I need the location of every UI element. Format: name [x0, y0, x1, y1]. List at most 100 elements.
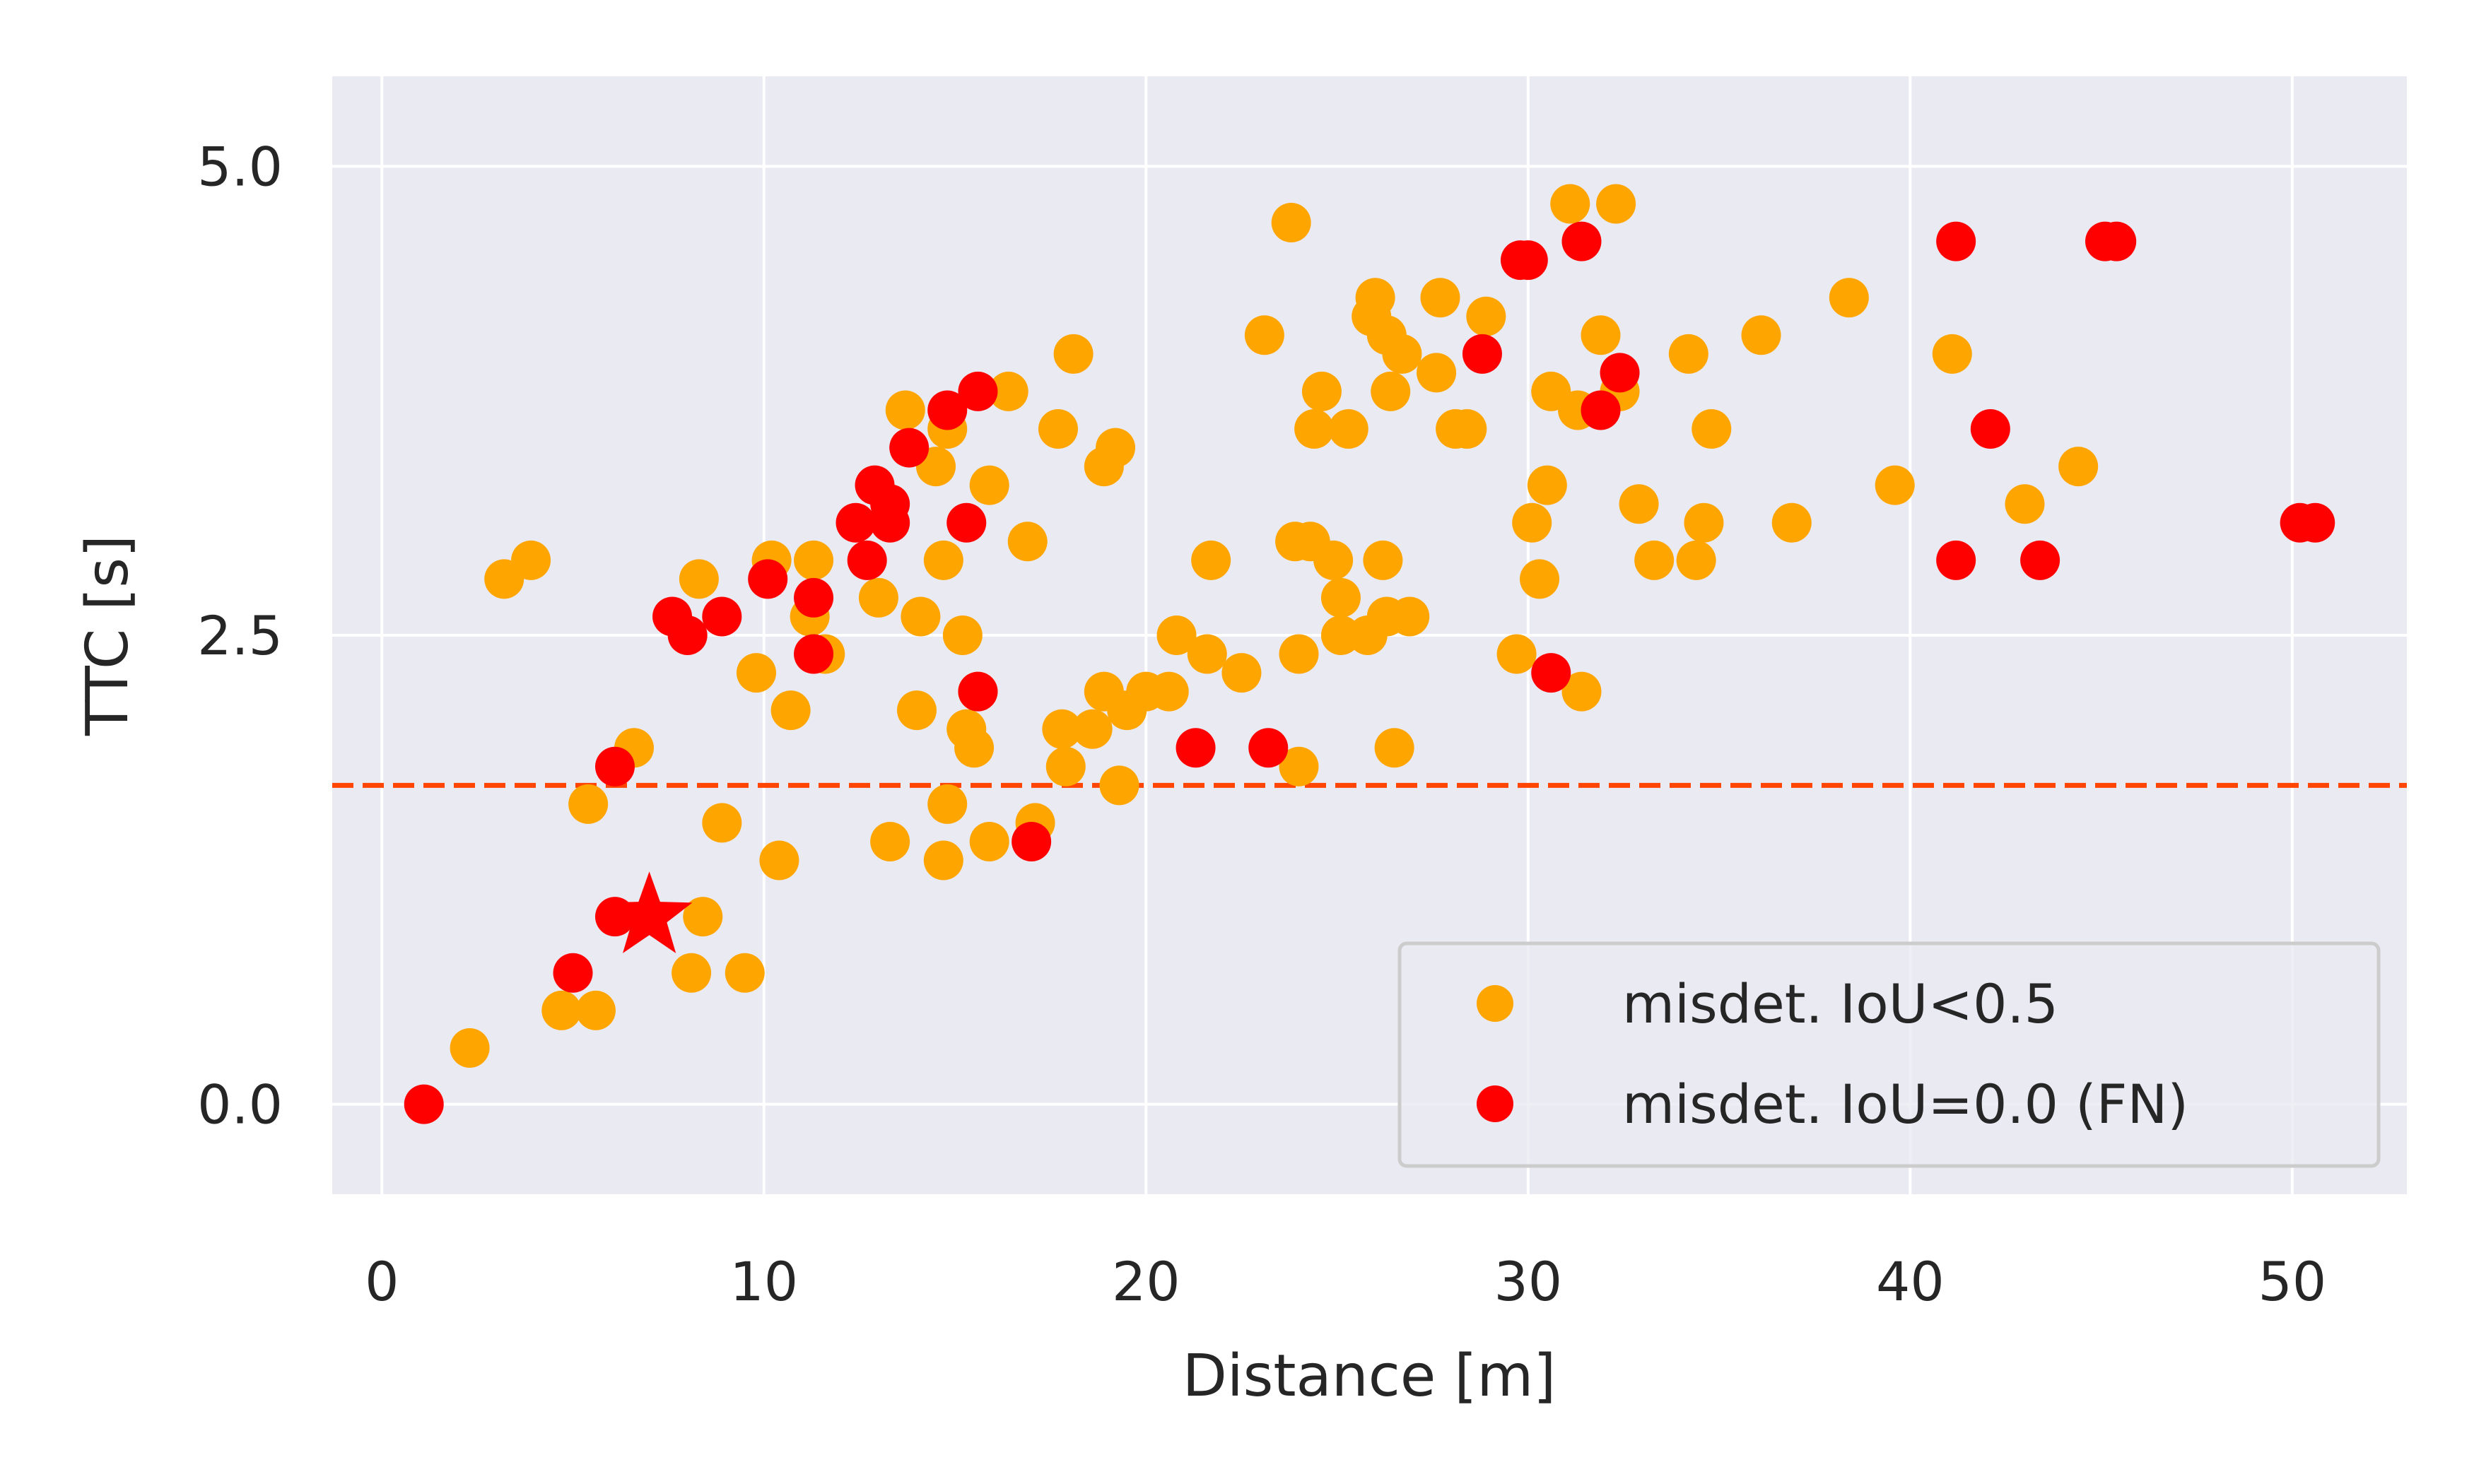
- point-iou-lt-0-5: [725, 953, 765, 993]
- point-iou-lt-0-5: [683, 897, 723, 937]
- point-iou-lt-0-5: [1072, 709, 1113, 749]
- point-iou-lt-0-5: [759, 840, 799, 881]
- point-iou-lt-0-5: [1561, 671, 1602, 712]
- point-iou-eq-0-fn: [1936, 540, 1976, 580]
- point-iou-eq-0-fn: [1531, 653, 1571, 693]
- x-tick-label: 50: [2258, 1250, 2326, 1313]
- point-iou-lt-0-5: [923, 840, 963, 881]
- point-iou-eq-0-fn: [958, 371, 998, 411]
- point-iou-eq-0-fn: [594, 746, 635, 787]
- point-iou-lt-0-5: [770, 690, 811, 731]
- point-iou-lt-0-5: [1355, 278, 1395, 318]
- point-iou-lt-0-5: [1829, 278, 1869, 318]
- point-iou-lt-0-5: [1096, 428, 1136, 468]
- point-iou-lt-0-5: [1007, 522, 1048, 562]
- point-iou-lt-0-5: [1741, 315, 1781, 355]
- point-iou-eq-0-fn: [2295, 502, 2335, 543]
- legend-box: [1397, 941, 2381, 1168]
- point-iou-lt-0-5: [1634, 540, 1675, 580]
- point-iou-lt-0-5: [702, 803, 742, 843]
- point-iou-eq-0-fn: [1581, 390, 1621, 430]
- point-iou-eq-0-fn: [958, 671, 998, 712]
- point-iou-eq-0-fn: [847, 540, 887, 580]
- point-iou-lt-0-5: [1371, 371, 1411, 411]
- point-iou-eq-0-fn: [702, 596, 742, 637]
- x-tick-label: 30: [1494, 1250, 1562, 1313]
- point-iou-lt-0-5: [969, 465, 1009, 505]
- point-iou-lt-0-5: [541, 990, 582, 1030]
- point-iou-lt-0-5: [1099, 765, 1139, 806]
- point-iou-lt-0-5: [1420, 278, 1460, 318]
- point-iou-lt-0-5: [1320, 577, 1361, 618]
- data-points: [404, 184, 2335, 1124]
- point-iou-eq-0-fn: [748, 559, 788, 599]
- point-iou-lt-0-5: [1271, 203, 1311, 243]
- point-iou-lt-0-5: [1382, 334, 1422, 374]
- point-iou-eq-0-fn: [1012, 821, 1052, 861]
- point-iou-eq-0-fn: [1176, 728, 1216, 768]
- point-iou-lt-0-5: [1244, 315, 1284, 355]
- point-iou-lt-0-5: [1279, 634, 1319, 674]
- point-iou-lt-0-5: [736, 653, 776, 693]
- point-iou-eq-0-fn: [1248, 728, 1289, 768]
- point-iou-eq-0-fn: [946, 502, 987, 543]
- x-tick-label: 20: [1112, 1250, 1180, 1313]
- point-iou-lt-0-5: [923, 540, 963, 580]
- point-iou-eq-0-fn: [870, 502, 910, 543]
- point-iou-lt-0-5: [1496, 634, 1537, 674]
- point-iou-eq-0-fn: [1600, 353, 1640, 393]
- point-iou-lt-0-5: [870, 821, 910, 861]
- point-iou-eq-0-fn: [404, 1084, 444, 1124]
- point-iou-lt-0-5: [1771, 502, 1812, 543]
- y-tick-label: 5.0: [197, 135, 283, 198]
- point-iou-lt-0-5: [1363, 540, 1403, 580]
- point-iou-eq-0-fn: [2020, 540, 2060, 580]
- point-iou-lt-0-5: [1466, 296, 1506, 336]
- y-tick-label: 0.0: [197, 1073, 283, 1136]
- point-iou-lt-0-5: [450, 1027, 490, 1068]
- point-iou-lt-0-5: [988, 371, 1028, 411]
- point-iou-lt-0-5: [896, 690, 937, 731]
- legend-marker-iou-eq-0-fn: [1477, 1085, 1513, 1122]
- point-iou-eq-0-fn: [794, 634, 834, 674]
- y-axis-ticks: 0.0 2.5 5.0: [197, 135, 283, 1136]
- point-iou-lt-0-5: [1053, 334, 1094, 374]
- point-iou-lt-0-5: [954, 728, 995, 768]
- point-iou-eq-0-fn: [1561, 221, 1602, 261]
- point-iou-lt-0-5: [1619, 484, 1659, 524]
- point-iou-lt-0-5: [1156, 616, 1197, 655]
- point-iou-lt-0-5: [1221, 653, 1262, 693]
- point-iou-eq-0-fn: [794, 577, 834, 618]
- highlight-star-marker: [606, 871, 693, 953]
- point-iou-lt-0-5: [679, 559, 719, 599]
- point-iou-lt-0-5: [1042, 709, 1082, 749]
- point-iou-lt-0-5: [568, 784, 609, 824]
- x-tick-label: 0: [365, 1250, 399, 1313]
- point-iou-lt-0-5: [901, 596, 941, 637]
- x-tick-label: 10: [729, 1250, 798, 1313]
- point-iou-lt-0-5: [969, 821, 1009, 861]
- point-iou-lt-0-5: [1581, 315, 1621, 355]
- point-iou-lt-0-5: [1279, 746, 1319, 787]
- point-iou-lt-0-5: [511, 540, 551, 580]
- point-iou-lt-0-5: [1390, 596, 1430, 637]
- point-iou-lt-0-5: [1187, 634, 1227, 674]
- x-tick-label: 40: [1876, 1250, 1945, 1313]
- point-iou-lt-0-5: [1045, 746, 1086, 787]
- legend-label-iou-lt-0-5: misdet. IoU<0.5: [1622, 972, 2058, 1035]
- point-iou-lt-0-5: [942, 616, 983, 655]
- point-iou-lt-0-5: [1676, 540, 1716, 580]
- point-iou-lt-0-5: [575, 990, 616, 1030]
- x-axis-ticks: 0 10 20 30 40 50: [365, 1250, 2326, 1313]
- point-iou-lt-0-5: [1520, 559, 1560, 599]
- legend-marker-iou-lt-0-5: [1477, 985, 1513, 1022]
- point-iou-lt-0-5: [858, 577, 898, 618]
- point-iou-lt-0-5: [2005, 484, 2045, 524]
- point-iou-lt-0-5: [1875, 465, 1915, 505]
- point-iou-lt-0-5: [794, 540, 834, 580]
- x-axis-label: Distance [m]: [1183, 1343, 1556, 1410]
- point-iou-lt-0-5: [1038, 409, 1078, 449]
- legend-label-iou-eq-0-fn: misdet. IoU=0.0 (FN): [1622, 1073, 2188, 1136]
- point-iou-lt-0-5: [1374, 728, 1414, 768]
